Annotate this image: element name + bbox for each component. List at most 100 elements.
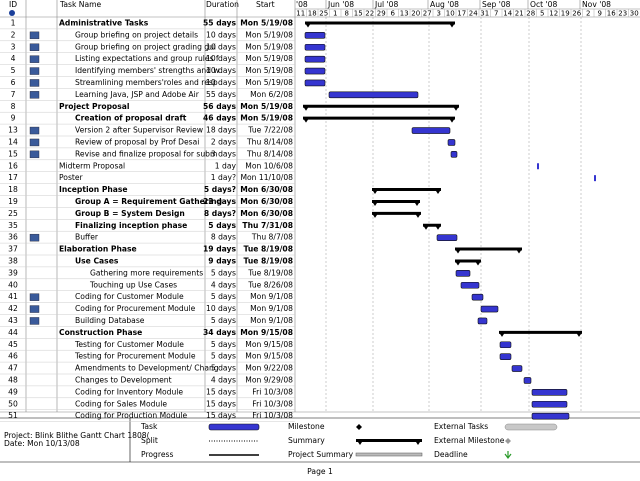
task-name: Testing for Procurement Module <box>74 352 196 361</box>
task-bar <box>304 67 326 75</box>
timeline-week: 10 <box>446 10 455 18</box>
timeline-month: Sep '08 <box>482 0 511 9</box>
milestone-bar <box>537 163 539 170</box>
task-bar <box>450 151 458 158</box>
row-id: 38 <box>8 256 18 265</box>
timeline-week: 15 <box>354 10 363 18</box>
task-name: Coding for Production Module <box>75 411 188 420</box>
note-icon <box>29 55 40 63</box>
task-start: Mon 6/30/08 <box>240 197 293 206</box>
task-name: Touching up Use Cases <box>89 280 177 289</box>
row-id: 50 <box>8 399 18 408</box>
task-bar <box>304 43 326 51</box>
task-duration: 10 days <box>206 30 236 39</box>
task-duration: 10 days <box>206 42 236 51</box>
row-id: 9 <box>11 114 16 123</box>
task-bar <box>447 139 456 146</box>
task-duration: 5 days <box>211 364 236 373</box>
note-icon <box>29 233 40 242</box>
timeline-week: 21 <box>515 10 524 18</box>
summary-bar <box>303 116 455 123</box>
task-duration: 55 days <box>203 18 236 27</box>
task-duration: 3 days <box>211 149 236 158</box>
task-start: Mon 5/19/08 <box>245 42 293 51</box>
timeline-week: 27 <box>423 10 432 18</box>
summary-bar <box>305 21 455 28</box>
task-bar <box>523 377 532 384</box>
task-duration: 9 days <box>208 256 236 265</box>
task-duration: 4 days <box>211 375 236 384</box>
task-name: Midterm Proposal <box>59 161 125 170</box>
note-icon <box>29 79 40 87</box>
task-bar <box>304 79 326 87</box>
timeline-month: Jul '08 <box>374 0 398 9</box>
row-id: 40 <box>8 280 18 289</box>
timeline-week: 12 <box>549 10 558 18</box>
timeline-week: 29 <box>377 10 386 18</box>
legend-external-milestone-mark <box>505 438 511 444</box>
row-id: 45 <box>8 340 18 349</box>
task-bar <box>411 127 451 134</box>
header-id: ID <box>9 0 17 9</box>
task-duration: 15 days <box>206 411 236 420</box>
legend-external-tasks: External Tasks <box>434 422 488 431</box>
task-duration: 5 days <box>211 292 236 301</box>
task-name: Review of proposal by Prof Desai <box>75 137 199 146</box>
timeline-month: '08 <box>296 0 308 9</box>
note-icon <box>29 67 40 75</box>
task-duration: 15 days <box>206 387 236 396</box>
task-name: Revise and finalize proposal for subm <box>75 149 217 158</box>
task-start: Mon 11/10/08 <box>240 173 293 182</box>
task-name: Use Cases <box>75 256 119 265</box>
task-start: Thu 8/14/08 <box>246 137 293 146</box>
task-name: Testing for Customer Module <box>74 340 184 349</box>
task-name: Inception Phase <box>59 185 128 194</box>
task-duration: 5 days <box>208 221 236 230</box>
task-duration: 34 days <box>203 328 236 337</box>
row-id: 39 <box>8 268 18 277</box>
task-bar <box>436 234 458 241</box>
timeline-week: 18 <box>308 10 317 18</box>
row-id: 46 <box>8 352 18 361</box>
task-duration: 55 days <box>206 90 236 99</box>
task-start: Tue 8/19/08 <box>247 268 293 277</box>
task-name: Changes to Development <box>75 375 172 384</box>
timeline-week: 28 <box>526 10 535 18</box>
task-duration: 56 days <box>203 102 236 111</box>
row-id: 1 <box>11 18 16 27</box>
note-icon <box>29 126 40 135</box>
summary-bar <box>455 259 481 266</box>
task-duration: 18 days <box>206 126 236 135</box>
task-duration: 5 days <box>211 268 236 277</box>
timeline-week: 23 <box>618 10 627 18</box>
task-name: Coding for Sales Module <box>75 399 167 408</box>
timeline-week: 1 <box>333 10 337 18</box>
milestone-bar <box>594 175 596 182</box>
row-id: 25 <box>8 209 18 218</box>
legend-task-bar <box>208 423 260 431</box>
task-start: Mon 9/1/08 <box>250 304 293 313</box>
task-bar <box>511 365 523 372</box>
task-start: Mon 9/22/08 <box>245 364 293 373</box>
legend-progress: Progress <box>141 450 173 459</box>
note-icon <box>29 293 40 301</box>
task-duration: 2 days <box>211 137 236 146</box>
task-name: Group briefing on project grading gui <box>75 42 216 51</box>
row-id: 18 <box>8 185 18 194</box>
task-name: Buffer <box>75 233 99 242</box>
footer-project: Project: Blink Blithe Gantt Chart 1808( <box>4 431 150 440</box>
task-duration: 10 days <box>206 304 236 313</box>
task-bar <box>455 270 471 277</box>
task-bar <box>531 412 570 420</box>
legend-summary-bar <box>356 439 422 445</box>
task-name: Gathering more requirements <box>90 268 203 277</box>
timeline-week: 5 <box>540 10 544 18</box>
task-start: Mon 9/15/08 <box>240 328 293 337</box>
task-start: Tue 7/22/08 <box>247 126 293 135</box>
task-bar <box>531 389 568 396</box>
timeline-week: 17 <box>457 10 466 18</box>
legend-external-milestone: External Milestone <box>434 436 505 445</box>
task-bar <box>499 341 512 349</box>
timeline-week: 3 <box>437 10 441 18</box>
